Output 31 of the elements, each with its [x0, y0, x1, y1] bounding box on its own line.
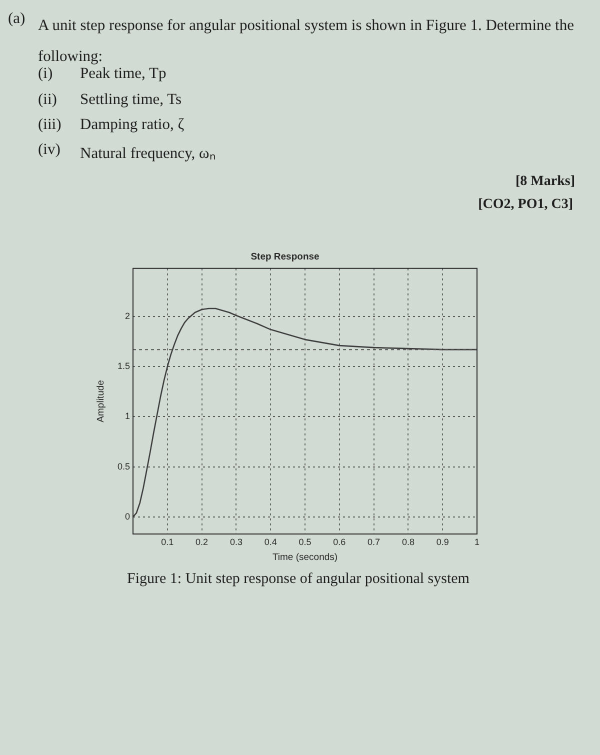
y-tick-label: 1.5 [117, 361, 130, 372]
y-tick-label: 0.5 [117, 461, 130, 472]
y-tick-label: 0 [124, 511, 130, 522]
text: (iii) [38, 116, 62, 134]
y-axis-title: Amplitude [95, 380, 106, 422]
x-tick-label: 1 [474, 536, 480, 547]
x-tick-label: 0.5 [298, 536, 312, 547]
text: A unit step response for angular positional system is shown in Figure 1. Determine the following: [38, 16, 575, 67]
caption: Figure 1: Unit step response of angular positional system [127, 571, 470, 588]
x-tick-label: 0.8 [402, 536, 414, 547]
x-tick-label: 0.2 [196, 536, 208, 547]
text: Natural frequency, ωₙ [80, 144, 216, 163]
x-tick-label: 0.1 [161, 536, 174, 547]
text: (a) [8, 10, 26, 28]
y-tick-label: 1 [124, 411, 130, 422]
text: [8 Marks] [516, 174, 575, 190]
x-tick-label: 0.9 [436, 536, 449, 547]
text: (iv) [38, 141, 60, 159]
y-tick-label: 2 [124, 310, 130, 321]
text: Peak time, Tp [80, 65, 166, 83]
x-tick-label: 0.3 [230, 536, 242, 547]
text: Damping ratio, ζ [80, 116, 184, 134]
x-axis-title: Time (seconds) [272, 552, 338, 563]
text: (i) [38, 65, 53, 83]
x-tick-label: 0.6 [333, 536, 346, 547]
text: (ii) [38, 91, 57, 109]
text: [CO2, PO1, C3] [478, 197, 573, 213]
x-tick-label: 0.4 [264, 536, 277, 547]
x-tick-label: 0.7 [368, 536, 380, 547]
chart-title: Step Response [250, 251, 320, 262]
text: Settling time, Ts [80, 91, 182, 109]
